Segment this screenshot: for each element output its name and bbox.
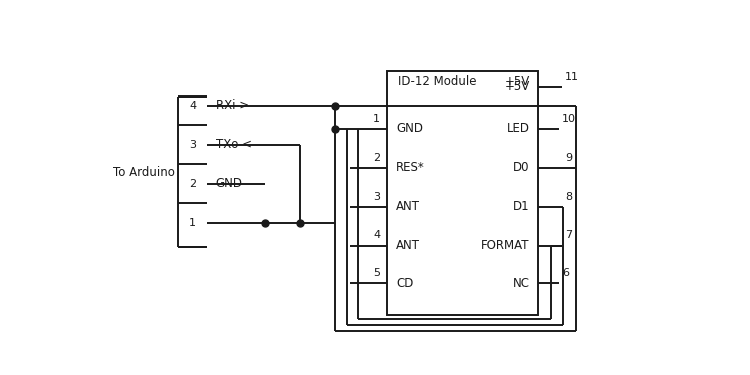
Text: RXi >: RXi > [216,99,249,112]
Text: 10: 10 [562,114,576,123]
Text: NC: NC [513,277,529,290]
Text: +5V: +5V [505,75,530,88]
Text: 5: 5 [374,268,380,278]
Text: D0: D0 [513,161,529,174]
Text: 3: 3 [189,140,196,150]
Text: RES*: RES* [396,161,424,174]
Text: To Arduino: To Arduino [113,165,175,178]
Text: 3: 3 [374,192,380,201]
Text: 4: 4 [374,231,380,240]
Text: 2: 2 [374,153,380,162]
Text: 7: 7 [566,231,572,240]
Text: GND: GND [396,122,423,135]
Text: GND: GND [216,177,243,190]
Text: 1: 1 [189,217,196,228]
Text: ANT: ANT [396,200,420,213]
Text: +5V: +5V [505,80,530,93]
Text: 1: 1 [374,114,380,123]
Text: 8: 8 [566,192,572,201]
Text: FORMAT: FORMAT [482,239,530,252]
Text: 11: 11 [566,72,579,82]
Text: D1: D1 [513,200,529,213]
Text: LED: LED [507,122,530,135]
Bar [387,71,538,315]
Text: 6: 6 [562,268,569,278]
Text: ID-12 Module: ID-12 Module [398,75,476,88]
Text: ANT: ANT [396,239,420,252]
Text: TXo <: TXo < [216,138,252,151]
Text: 2: 2 [189,178,196,189]
Text: 9: 9 [566,153,572,162]
Text: CD: CD [396,277,413,290]
Text: 4: 4 [189,100,196,111]
